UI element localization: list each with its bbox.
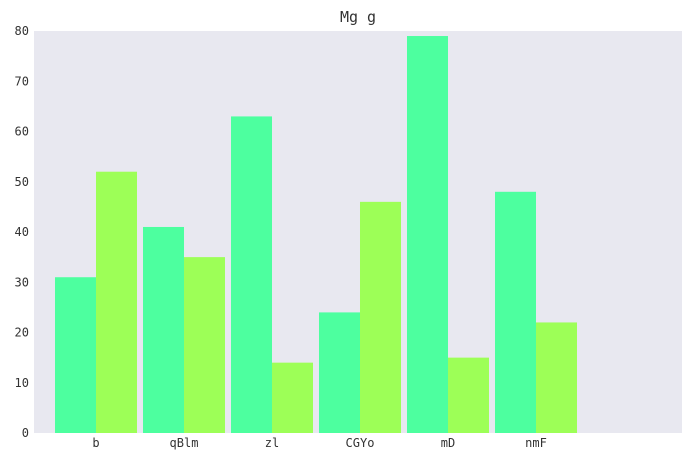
bar-series-2-mD bbox=[448, 357, 489, 433]
y-tick-label: 30 bbox=[15, 275, 29, 289]
y-tick-label: 60 bbox=[15, 125, 29, 139]
y-tick-label: 80 bbox=[15, 24, 29, 38]
bar-series-1-CGYo bbox=[319, 312, 360, 433]
bars bbox=[55, 36, 577, 434]
bar-series-2-zl bbox=[272, 362, 313, 433]
y-tick-label: 20 bbox=[15, 326, 29, 340]
bar-series-1-b bbox=[55, 277, 96, 433]
bar-series-2-qBlm bbox=[184, 257, 225, 433]
bar-series-1-nmF bbox=[495, 191, 536, 433]
y-tick-label: 70 bbox=[15, 74, 29, 88]
y-axis: 0 10 20 30 40 50 60 70 80 bbox=[15, 24, 29, 440]
x-tick-label: qBlm bbox=[170, 436, 199, 450]
bar-series-2-CGYo bbox=[360, 201, 401, 433]
x-tick-label: mD bbox=[441, 436, 455, 450]
bar-series-2-nmF bbox=[536, 322, 577, 433]
y-tick-label: 0 bbox=[22, 426, 29, 440]
y-tick-label: 10 bbox=[15, 376, 29, 390]
bar-series-1-mD bbox=[407, 36, 448, 434]
bar-series-2-b bbox=[96, 171, 137, 433]
x-tick-label: b bbox=[92, 436, 99, 450]
x-tick-label: zl bbox=[265, 436, 279, 450]
x-tick-label: CGYo bbox=[346, 436, 375, 450]
x-axis: b qBlm zl CGYo mD nmF bbox=[92, 436, 546, 450]
chart-title: Mg g bbox=[340, 8, 376, 26]
y-tick-label: 50 bbox=[15, 175, 29, 189]
bar-series-1-zl bbox=[231, 116, 272, 434]
bar-series-1-qBlm bbox=[143, 226, 184, 433]
y-tick-label: 40 bbox=[15, 225, 29, 239]
x-tick-label: nmF bbox=[525, 436, 547, 450]
